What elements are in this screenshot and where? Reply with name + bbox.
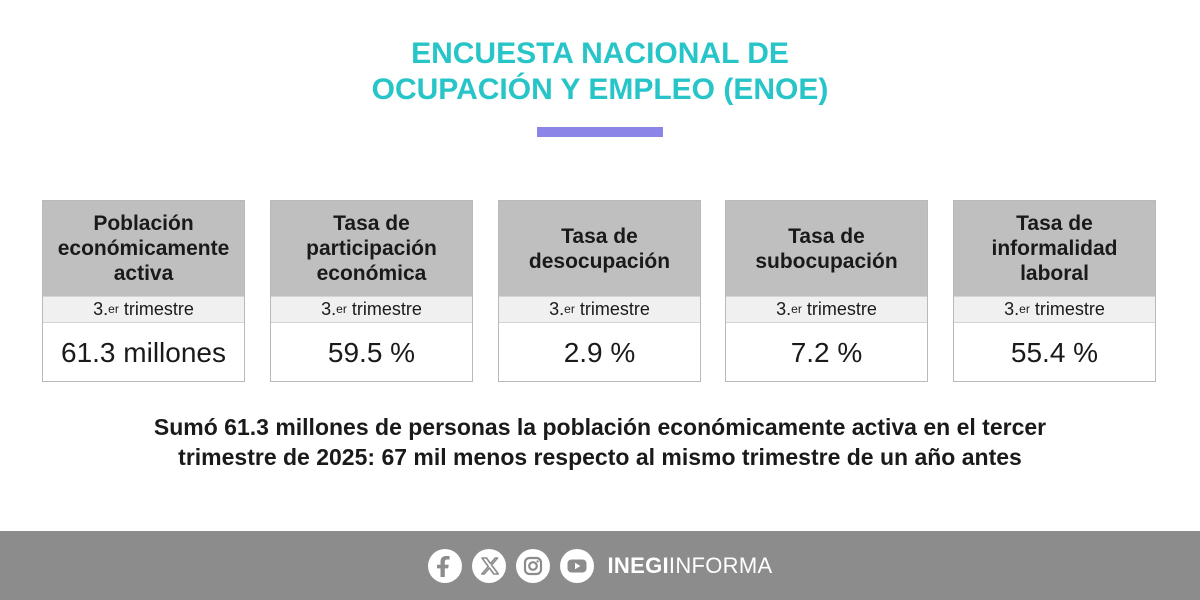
card-title: Tasa de subocupación [726, 201, 927, 296]
indicator-card-informalidad: Tasa de informalidad laboral 3. er trimes… [953, 200, 1156, 382]
card-title: Tasa de informalidad laboral [954, 201, 1155, 296]
summary-text: Sumó 61.3 millones de personas la poblac… [0, 412, 1200, 472]
card-title: Tasa de desocupación [499, 201, 700, 296]
period-sup: er [108, 301, 119, 316]
page-title: ENCUESTA NACIONAL DE OCUPACIÓN Y EMPLEO … [0, 36, 1200, 108]
indicator-card-pea: Población económicamente activa 3. er tri… [42, 200, 245, 382]
indicator-card-desocupacion: Tasa de desocupación 3. er trimestre 2.9 … [498, 200, 701, 382]
card-title-line: Tasa de [333, 212, 410, 235]
period-sup: er [336, 301, 347, 316]
period-prefix: 3. [776, 299, 792, 319]
period-sup: er [1019, 301, 1030, 316]
title-accent-bar [537, 127, 663, 137]
period-prefix: 3. [1004, 299, 1020, 319]
card-value: 59.5 % [327, 337, 416, 368]
facebook-icon[interactable] [427, 548, 462, 583]
card-title-line: económica [316, 262, 427, 285]
period-suffix: trimestre [574, 299, 650, 319]
period-prefix: 3. [549, 299, 565, 319]
card-period: 3. er trimestre [499, 296, 700, 323]
card-title-line: Población [93, 212, 194, 235]
title-line-1: ENCUESTA NACIONAL DE [411, 37, 789, 70]
title-line-2: OCUPACIÓN Y EMPLEO (ENOE) [371, 73, 829, 106]
card-period: 3. er trimestre [271, 296, 472, 323]
x-icon[interactable] [471, 548, 506, 583]
indicator-card-participacion: Tasa de participación económica 3. er tri… [270, 200, 473, 382]
footer-bar: INEGIINFORMA [0, 531, 1200, 600]
card-title-line: Tasa de [561, 224, 638, 248]
card-period: 3. er trimestre [43, 296, 244, 323]
period-sup: er [564, 301, 575, 316]
card-value: 61.3 millones [61, 337, 226, 368]
card-title-line: subocupación [755, 249, 898, 273]
card-value: 7.2 % [790, 337, 863, 368]
card-period: 3. er trimestre [726, 296, 927, 323]
card-value: 55.4 % [1010, 337, 1099, 368]
instagram-icon[interactable] [515, 548, 550, 583]
period-suffix: trimestre [346, 299, 422, 319]
period-prefix: 3. [321, 299, 337, 319]
brand-bold: INEGI [607, 552, 669, 578]
brand-regular: INFORMA [668, 552, 773, 578]
card-title-line: participación [306, 237, 437, 260]
period-suffix: trimestre [801, 299, 877, 319]
card-value: 2.9 % [563, 337, 636, 368]
card-title-line: Tasa de [788, 224, 865, 248]
card-title-line: desocupación [528, 249, 671, 273]
period-sup: er [791, 301, 802, 316]
indicator-card-subocupacion: Tasa de subocupación 3. er trimestre 7.2 … [725, 200, 928, 382]
summary-line-1: Sumó 61.3 millones de personas la poblac… [153, 414, 1047, 440]
card-title-line: laboral [1020, 262, 1089, 285]
card-period: 3. er trimestre [954, 296, 1155, 323]
card-title-line: económicamente [57, 237, 230, 260]
card-title-line: informalidad [991, 237, 1118, 260]
youtube-icon[interactable] [559, 548, 594, 583]
card-title-line: activa [113, 262, 174, 285]
card-title-line: Tasa de [1016, 212, 1093, 235]
period-suffix: trimestre [1029, 299, 1105, 319]
brand-logo: INEGIINFORMA [608, 553, 773, 579]
summary-line-2: trimestre de 2025: 67 mil menos respecto… [178, 444, 1022, 470]
card-title: Población económicamente activa [43, 201, 244, 296]
period-prefix: 3. [93, 299, 109, 319]
card-title: Tasa de participación económica [271, 201, 472, 296]
period-suffix: trimestre [118, 299, 194, 319]
